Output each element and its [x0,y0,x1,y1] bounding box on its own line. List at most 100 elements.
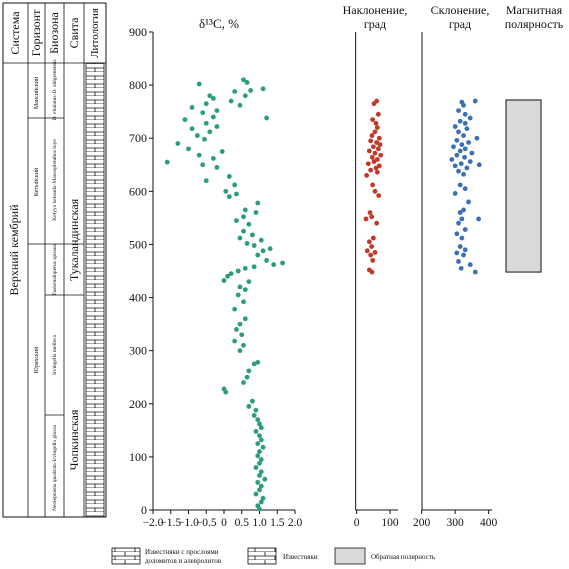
d13c-point [202,136,207,142]
inclination-point [372,188,378,194]
d13c-point [260,248,266,254]
declination-points [449,98,482,275]
d13c-axes: 0 100 200 300 400 500 600 700 800 900 −2.0−1.5−1.0… [129,25,302,529]
legend-swatch-reverse-polarity [334,547,366,565]
inclination-point [377,142,383,147]
d13c-point [241,228,246,234]
d13c-point [267,246,273,252]
inclination-point [366,148,372,154]
d13c-x-tick-label: −2.0 [143,517,164,529]
inclination-point [370,182,376,188]
d13c-y-tick-label: 100 [129,450,147,464]
d13c-point [271,262,277,268]
inclination-point [365,161,371,167]
d13c-point [260,444,266,450]
d13c-point [232,182,238,188]
inclination-point [370,144,376,150]
declination-point [464,126,470,132]
d13c-point [257,487,262,493]
d13c-y-tick-label: 600 [129,184,147,198]
declination-point [466,199,471,205]
legend: Известняки с прослоями доломитов и алевр… [111,547,435,565]
inclination-point [370,235,376,241]
inclination-point [369,269,375,275]
declination-point [456,220,461,226]
header-lithology: Литология [89,8,101,58]
inclination-point [374,220,380,226]
d13c-point [225,273,230,279]
d13c-point [241,77,246,83]
d13c-point [258,437,264,443]
declination-point [476,216,482,222]
d13c-point [210,156,216,161]
d13c-point [251,264,257,270]
d13c-point [189,105,195,110]
inclination-point [371,159,377,164]
declination-point [466,140,471,145]
declination-point [467,159,473,164]
d13c-point [239,332,245,338]
declination-point [454,231,460,237]
inclination-point [366,239,372,245]
d13c-point [175,141,181,146]
declination-axes: 200 300 400 [413,32,498,529]
declination-point [452,191,458,196]
d13c-point [257,473,262,478]
lithology-column [85,62,105,518]
declination-point [461,252,466,258]
d13c-y-tick-label: 200 [129,397,147,411]
declination-point [462,146,468,152]
d13c-point [251,413,257,418]
inclination-point [373,120,379,126]
declination-point [462,154,467,160]
declination-point [459,216,465,222]
inclination-title-line2: град [364,17,386,31]
declination-point [461,133,466,138]
inclination-point [368,252,374,258]
declination-point [457,210,463,215]
d13c-y-tick-label: 900 [129,25,147,39]
d13c-x-tick-label: −1.0 [178,517,199,529]
d13c-points [164,77,285,512]
legend-label-limestone: Известняки [283,553,318,561]
inclination-point [369,214,375,220]
d13c-point [214,165,220,170]
d13c-point [244,374,250,380]
inclination-title-line1: Наклонение, [343,3,408,17]
d13c-point [257,460,262,466]
inclination-axes: 0 100 [354,32,399,529]
d13c-point [258,425,264,431]
d13c-point [200,110,206,116]
polarity-bars [505,99,542,273]
declination-point [456,168,461,174]
d13c-point [244,80,250,85]
d13c-point [244,240,250,246]
d13c-point [253,491,259,497]
d13c-point [246,368,252,374]
inclination-point [374,125,380,130]
declination-point [457,244,463,249]
d13c-point [260,495,266,501]
d13c-point [226,174,232,179]
d13c-point [194,133,200,138]
inclination-point [372,129,378,135]
d13c-x-tick-label: −0.5 [196,517,217,529]
declination-point [457,118,463,124]
d13c-point [203,120,209,126]
declination-point [469,150,475,156]
d13c-point [255,441,261,447]
inclination-points [363,98,384,275]
d13c-point [189,126,195,132]
d13c-point [228,271,234,277]
d13c-point [210,114,216,120]
declination-point [454,250,460,256]
d13c-point [182,117,188,123]
horizon-mansiysky: Мансийский [33,76,40,109]
declination-point [458,265,464,271]
header-formation: Свита [67,17,81,48]
declination-point [461,171,466,177]
inclination-point [372,250,378,255]
inclination-panel: Наклонение, град 0 100 [343,3,408,529]
d13c-point [255,200,261,206]
